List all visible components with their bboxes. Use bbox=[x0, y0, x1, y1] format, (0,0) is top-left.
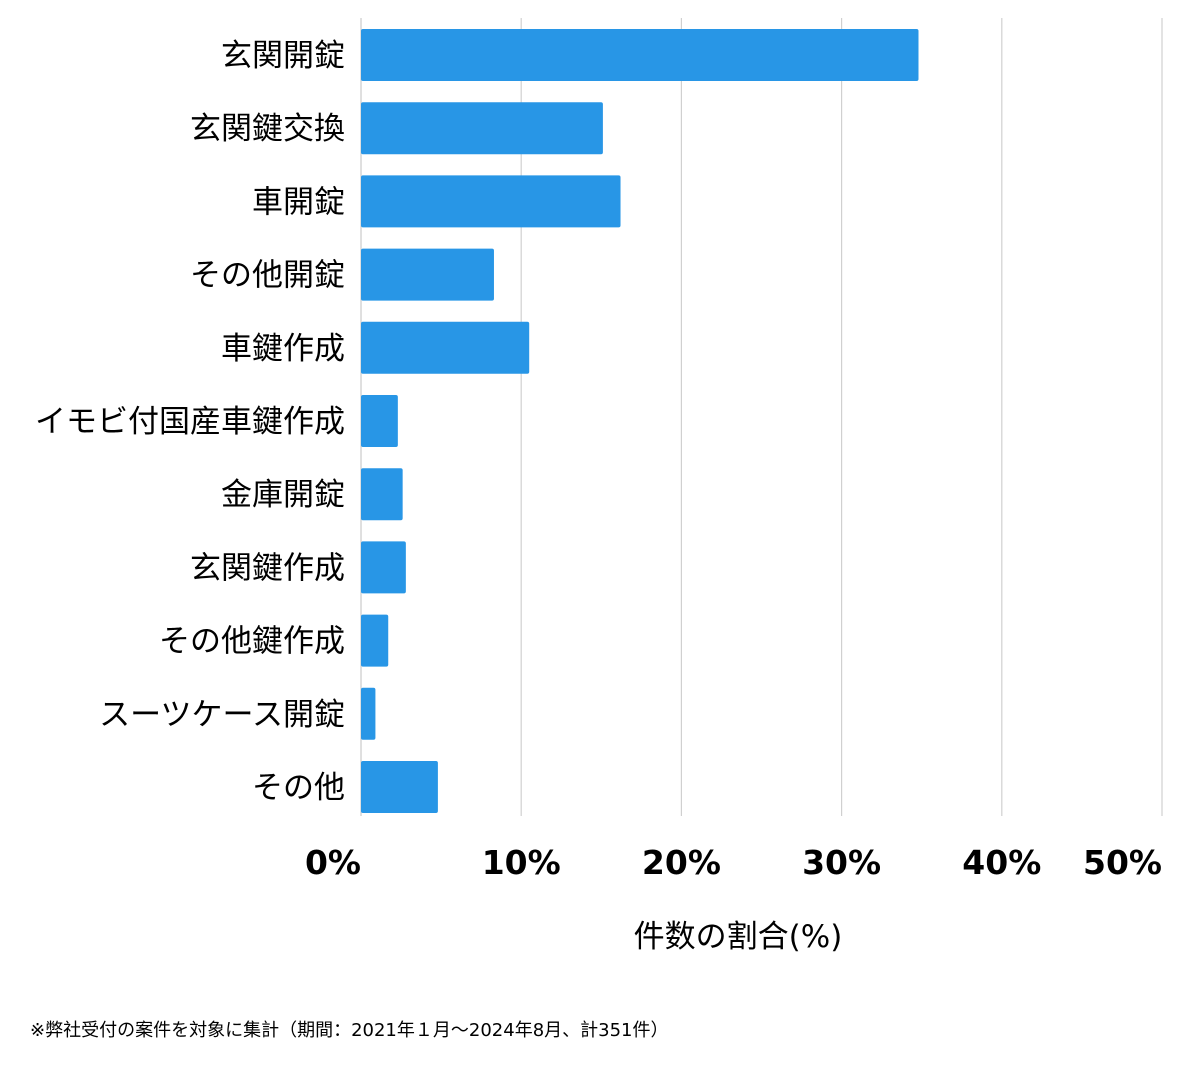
category-label-6: 金庫開錠 bbox=[221, 477, 345, 513]
x-tick-label-20: 20% bbox=[642, 843, 721, 882]
category-label-1: 玄関鍵交換 bbox=[190, 111, 345, 147]
category-label-7: 玄関鍵作成 bbox=[190, 550, 345, 586]
x-tick-labels: 0% 10% 20% 30% 40% 50% bbox=[305, 843, 1162, 882]
x-tick-label-40: 40% bbox=[962, 843, 1041, 882]
x-tick-label-10: 10% bbox=[482, 843, 561, 882]
bar-7 bbox=[361, 541, 406, 594]
bars bbox=[361, 29, 919, 813]
category-label-5: イモビ付国産車鍵作成 bbox=[35, 404, 345, 440]
x-axis-title: 件数の割合(%) bbox=[634, 919, 843, 955]
bar-2 bbox=[361, 175, 621, 228]
bar-1 bbox=[361, 102, 603, 155]
bar-4 bbox=[361, 321, 530, 374]
x-tick-label-50: 50% bbox=[1083, 843, 1162, 882]
category-label-10: その他 bbox=[252, 770, 345, 806]
bar-0 bbox=[361, 29, 919, 81]
category-label-9: スーツケース開錠 bbox=[99, 697, 345, 733]
bar-5 bbox=[361, 395, 398, 447]
bar-8 bbox=[361, 614, 389, 667]
bar-10 bbox=[361, 761, 438, 813]
bar-3 bbox=[361, 248, 494, 301]
category-label-3: その他開錠 bbox=[190, 258, 345, 294]
category-label-2: 車開錠 bbox=[252, 184, 345, 220]
category-label-8: その他鍵作成 bbox=[159, 624, 345, 660]
footnote: ※弊社受付の案件を対象に集計（期間：2021年１月～2024年8月、計351件） bbox=[30, 1020, 669, 1041]
category-label-0: 玄関開錠 bbox=[221, 38, 345, 74]
x-tick-label-0: 0% bbox=[305, 843, 361, 882]
bar-9 bbox=[361, 687, 376, 740]
category-label-4: 車鍵作成 bbox=[221, 331, 345, 367]
x-tick-label-30: 30% bbox=[802, 843, 881, 882]
bar-6 bbox=[361, 468, 403, 521]
category-labels: 玄関開錠玄関鍵交換車開錠その他開錠車鍵作成イモビ付国産車鍵作成金庫開錠玄関鍵作成… bbox=[35, 38, 345, 806]
